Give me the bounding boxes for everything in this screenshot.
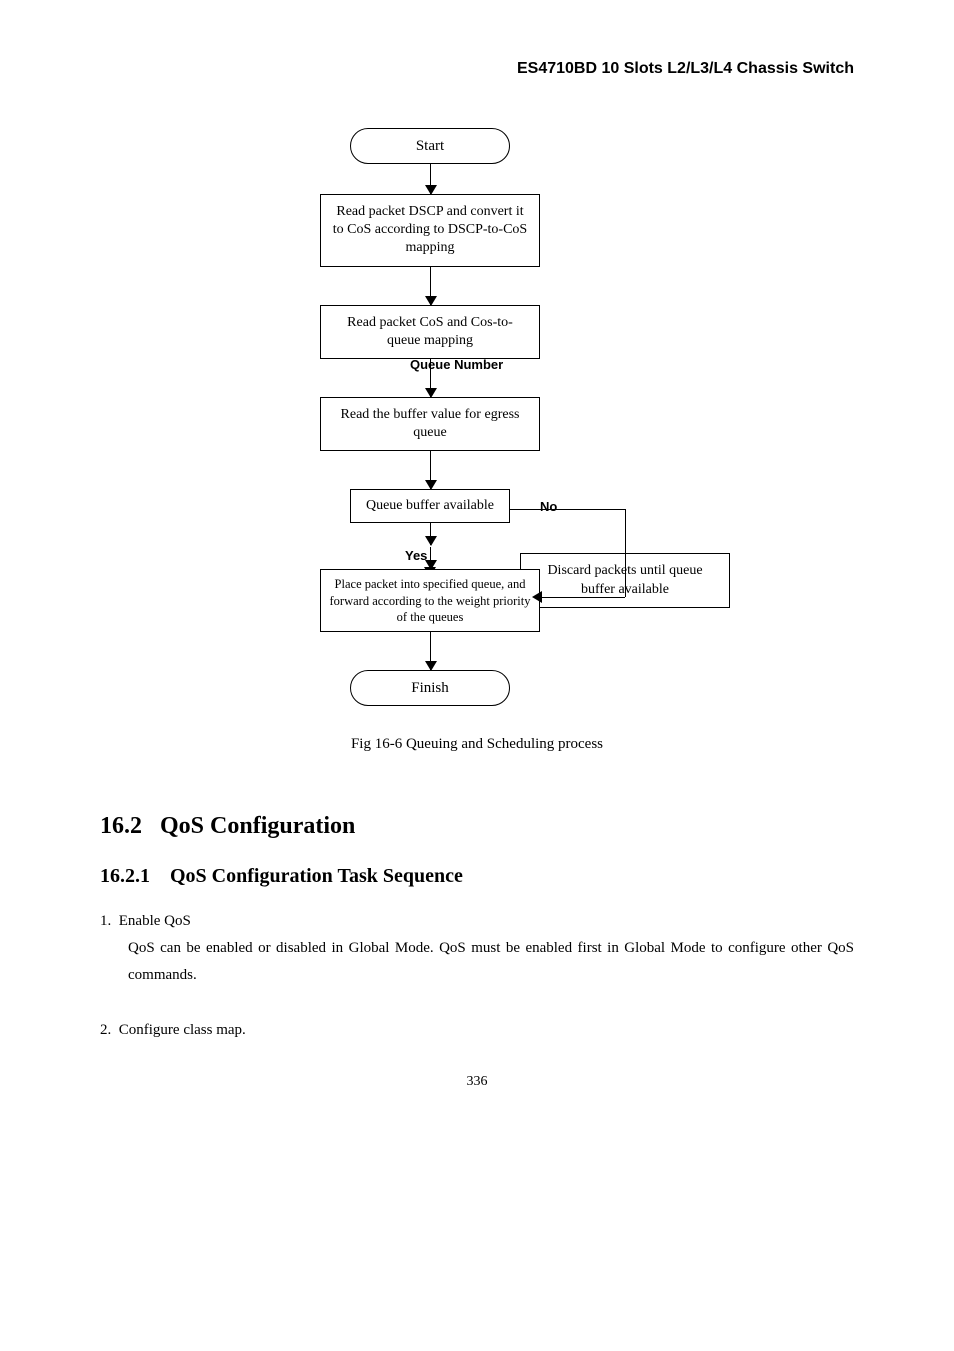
decision-node: Queue buffer available	[350, 489, 510, 523]
return-arrow	[532, 591, 542, 603]
page-header: ES4710BD 10 Slots L2/L3/L4 Chassis Switc…	[100, 60, 854, 78]
no-line	[510, 509, 625, 510]
step2-node: Read packet CoS and Cos-to-queue mapping	[320, 305, 540, 359]
item2-num: 2.	[100, 1022, 111, 1038]
no-label: No	[540, 499, 557, 514]
start-node: Start	[350, 128, 510, 164]
flowchart: Start Read packet DSCP and convert it to…	[180, 128, 680, 706]
section-heading: 16.2 QoS Configuration	[100, 813, 854, 840]
step4-node: Place packet into specified queue, and f…	[320, 569, 540, 632]
arrow	[430, 547, 431, 569]
list-item-2: 2. Configure class map.	[100, 1017, 854, 1044]
h3-title: QoS Configuration Task Sequence	[170, 865, 463, 887]
return-hline	[540, 597, 625, 598]
h3-number: 16.2.1	[100, 865, 150, 887]
item1-num: 1.	[100, 913, 111, 929]
h2-number: 16.2	[100, 813, 142, 839]
return-vline	[625, 547, 626, 597]
arrow	[430, 523, 431, 545]
h2-title: QoS Configuration	[160, 813, 355, 839]
item2-title: Configure class map.	[119, 1022, 246, 1038]
step1-node: Read packet DSCP and convert it to CoS a…	[320, 194, 540, 267]
finish-node: Finish	[350, 670, 510, 706]
queue-number-label: Queue Number	[410, 357, 503, 372]
item1-title: Enable QoS	[119, 913, 191, 929]
list-item-1: 1. Enable QoS QoS can be enabled or disa…	[100, 908, 854, 989]
step3-node: Read the buffer value for egress queue	[320, 397, 540, 451]
arrow	[430, 164, 431, 194]
subsection-heading: 16.2.1 QoS Configuration Task Sequence	[100, 865, 854, 888]
figure-caption: Fig 16-6 Queuing and Scheduling process	[100, 736, 854, 753]
arrow	[430, 267, 431, 305]
arrow	[430, 632, 431, 670]
page-number: 336	[100, 1074, 854, 1090]
arrow	[430, 451, 431, 489]
item1-body: QoS can be enabled or disabled in Global…	[100, 935, 854, 989]
